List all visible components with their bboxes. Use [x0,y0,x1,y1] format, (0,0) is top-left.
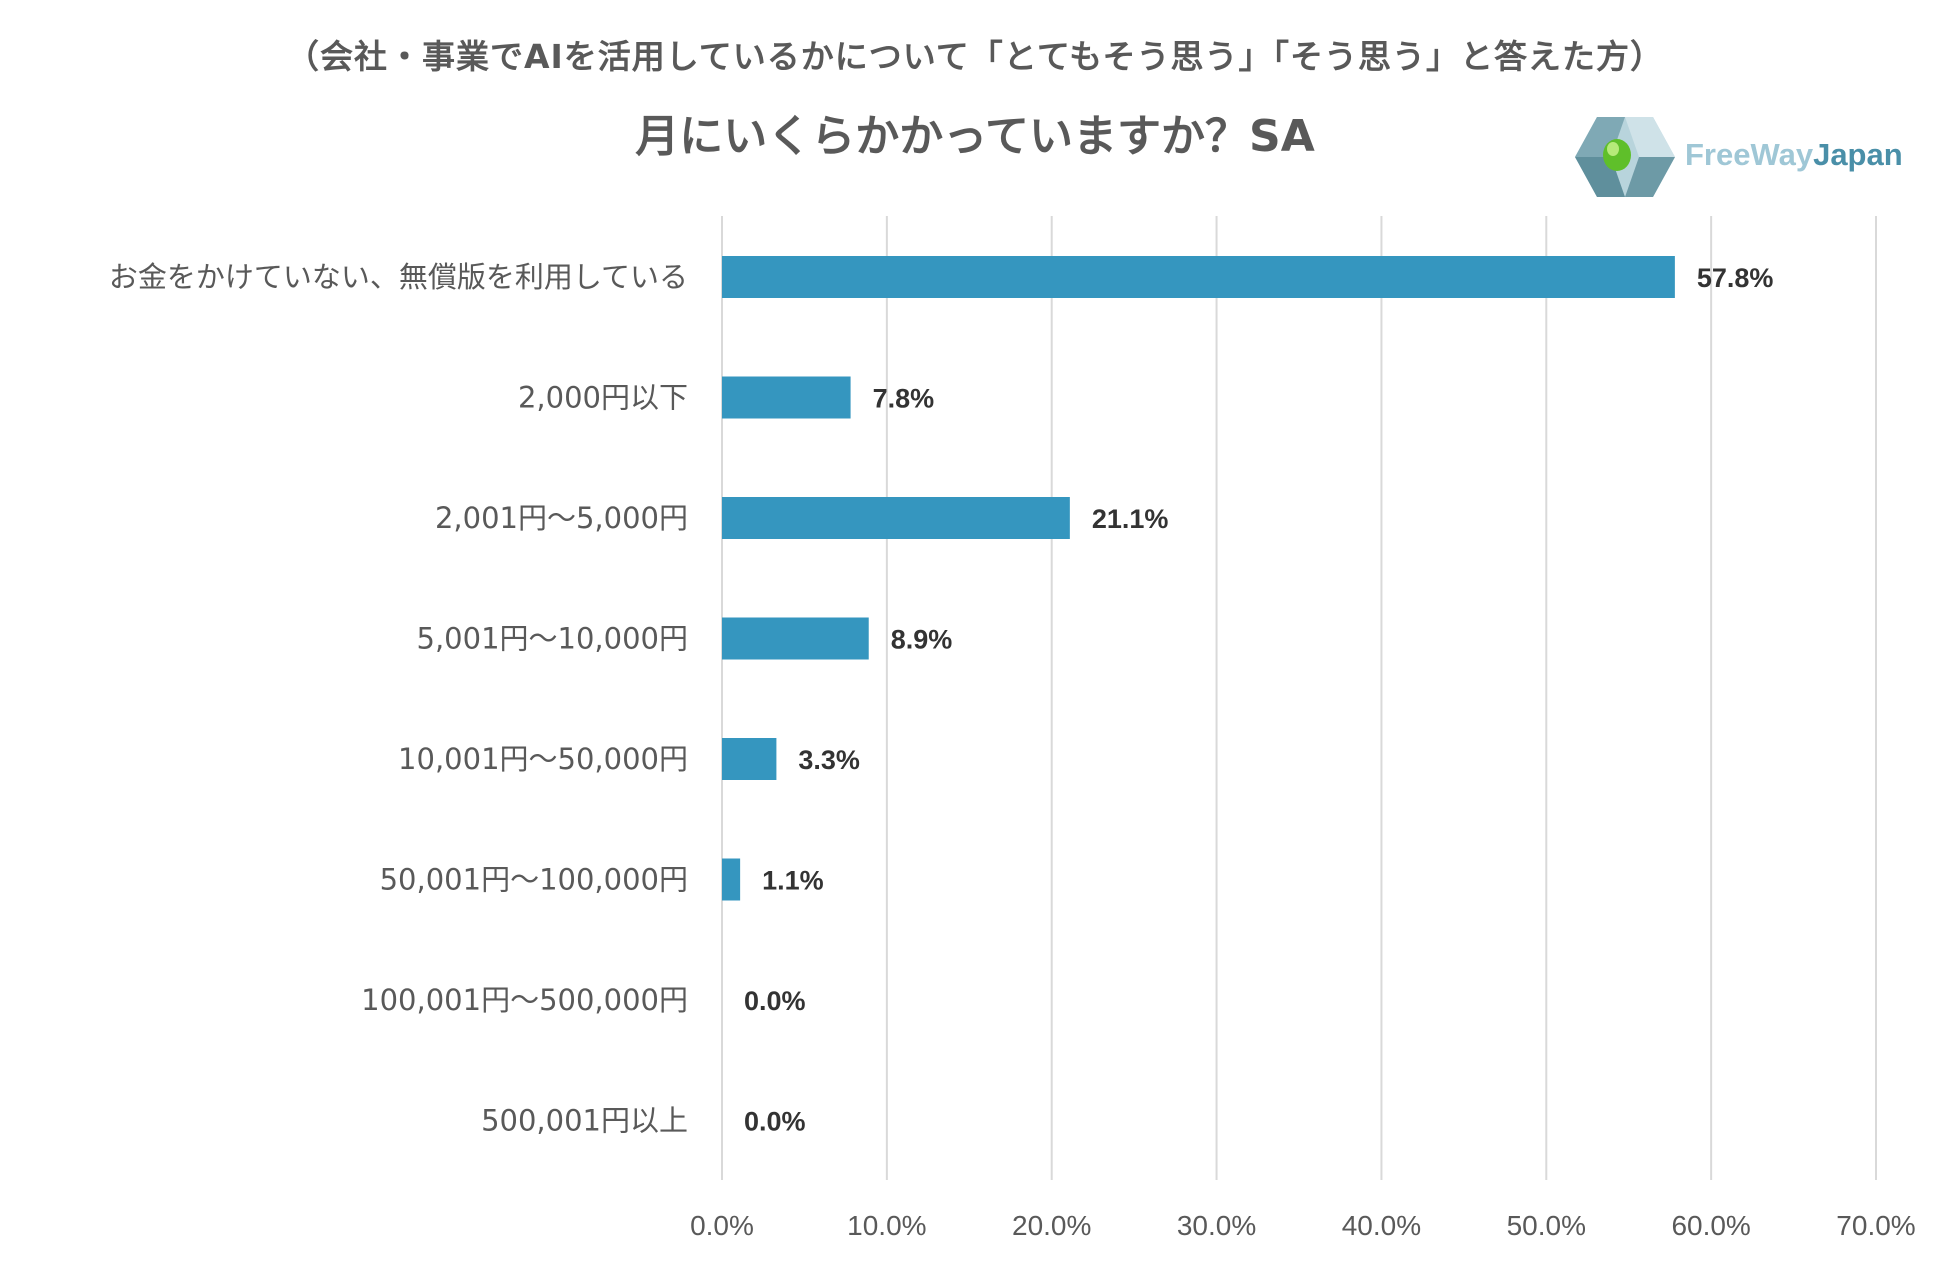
bar [722,617,869,660]
data-label: 3.3% [798,745,860,775]
category-label: 500,001円以上 [481,1104,688,1138]
x-tick-label: 10.0% [847,1210,926,1241]
data-label: 21.1% [1092,504,1169,534]
data-label: 0.0% [744,1107,806,1137]
category-label: 100,001円〜500,000円 [361,983,688,1017]
bar [722,738,777,780]
category-label: 50,001円〜100,000円 [380,863,688,897]
data-label: 8.9% [891,625,953,655]
bar [722,858,741,901]
x-tick-label: 30.0% [1177,1210,1256,1241]
chart-title: 月にいくらかかっていますか？SA [635,111,1315,162]
data-label: 0.0% [744,986,806,1016]
bar [722,497,1070,539]
x-tick-label: 40.0% [1342,1210,1421,1241]
logo-wordmark: FreeWayJapan [1685,137,1903,173]
category-label: 5,001円〜10,000円 [417,622,689,656]
category-label: 2,000円以下 [518,381,688,415]
data-label: 7.8% [873,384,935,414]
logo-text-japan: Japan [1813,137,1903,172]
category-label: お金をかけていない、無償版を利用している [109,260,688,294]
data-label: 1.1% [762,866,824,896]
logo-hexagon-icon [1575,117,1675,197]
x-tick-label: 20.0% [1012,1210,1091,1241]
category-label: 10,001円〜50,000円 [398,742,688,776]
freewayjapan-logo: FreeWayJapan [1575,115,1915,200]
category-label: 2,001円〜5,000円 [435,501,688,535]
x-tick-label: 60.0% [1671,1210,1750,1241]
x-tick-label: 70.0% [1836,1210,1915,1241]
x-tick-label: 0.0% [690,1210,754,1241]
data-label: 57.8% [1697,263,1774,293]
logo-text-freeway: FreeWay [1685,137,1814,172]
bar [722,256,1675,298]
x-tick-label: 50.0% [1507,1210,1586,1241]
bar [722,376,851,419]
chart-subtitle: （会社・事業でAIを活用しているかについて「とてもそう思う」「そう思う」と答えた… [285,37,1665,76]
